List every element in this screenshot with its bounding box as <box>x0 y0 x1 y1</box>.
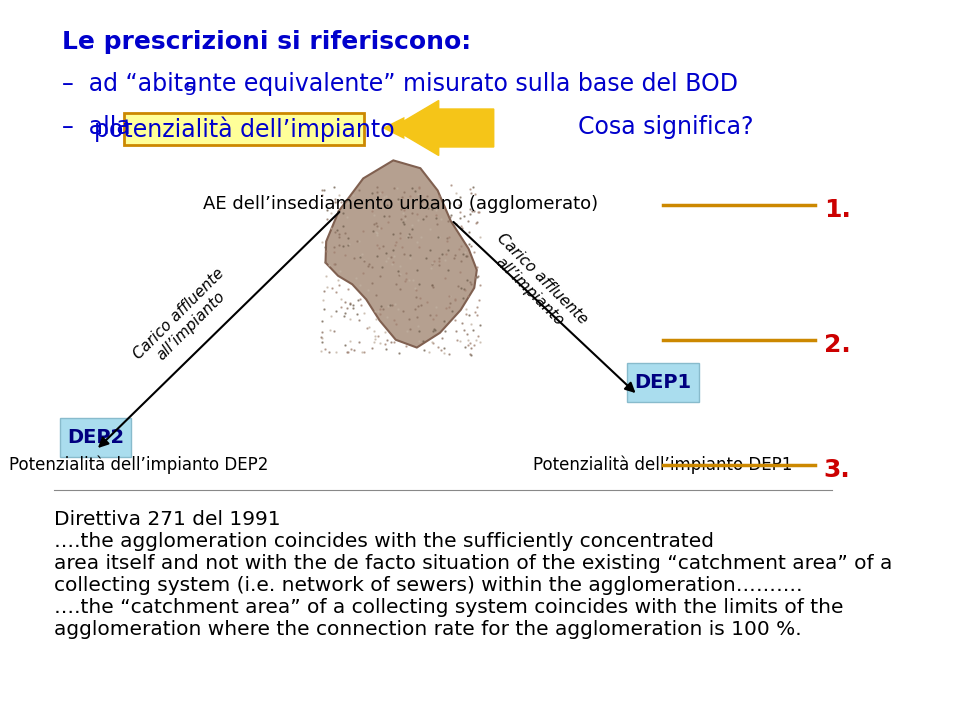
Text: –  alla: – alla <box>62 115 138 139</box>
FancyBboxPatch shape <box>627 363 698 402</box>
Text: Direttiva 271 del 1991: Direttiva 271 del 1991 <box>54 510 280 529</box>
Text: Carico affluente
all’impianto: Carico affluente all’impianto <box>130 266 239 374</box>
Text: –  ad “abitante equivalente” misurato sulla base del BOD: – ad “abitante equivalente” misurato sul… <box>62 72 738 96</box>
Polygon shape <box>325 161 477 348</box>
Text: DEP2: DEP2 <box>67 428 125 447</box>
Text: Cosa significa?: Cosa significa? <box>578 115 754 139</box>
Text: Le prescrizioni si riferiscono:: Le prescrizioni si riferiscono: <box>62 30 471 54</box>
Text: agglomeration where the connection rate for the agglomeration is 100 %.: agglomeration where the connection rate … <box>54 620 801 639</box>
Text: 5: 5 <box>184 81 196 99</box>
Text: ….the “catchment area” of a collecting system coincides with the limits of the: ….the “catchment area” of a collecting s… <box>54 598 843 617</box>
Text: AE dell’insediamento urbano (agglomerato): AE dell’insediamento urbano (agglomerato… <box>203 195 598 213</box>
Text: Carico affluente
all’impianto: Carico affluente all’impianto <box>481 231 591 339</box>
Text: potenzialità dell’impianto: potenzialità dell’impianto <box>94 116 394 142</box>
Text: 2.: 2. <box>824 333 851 357</box>
Text: ….the agglomeration coincides with the sufficiently concentrated: ….the agglomeration coincides with the s… <box>54 532 713 551</box>
Text: DEP1: DEP1 <box>635 373 691 392</box>
Text: Potenzialità dell’impianto DEP2: Potenzialità dell’impianto DEP2 <box>9 455 268 473</box>
FancyBboxPatch shape <box>60 418 131 457</box>
Text: Potenzialità dell’impianto DEP1: Potenzialità dell’impianto DEP1 <box>533 455 793 473</box>
FancyArrow shape <box>392 101 494 156</box>
FancyBboxPatch shape <box>124 113 364 145</box>
Text: area itself and not with the de facto situation of the existing “catchment area”: area itself and not with the de facto si… <box>54 554 892 573</box>
Text: 3.: 3. <box>824 458 851 482</box>
Text: collecting system (i.e. network of sewers) within the agglomeration……….: collecting system (i.e. network of sewer… <box>54 576 802 595</box>
Text: 1.: 1. <box>824 198 851 222</box>
